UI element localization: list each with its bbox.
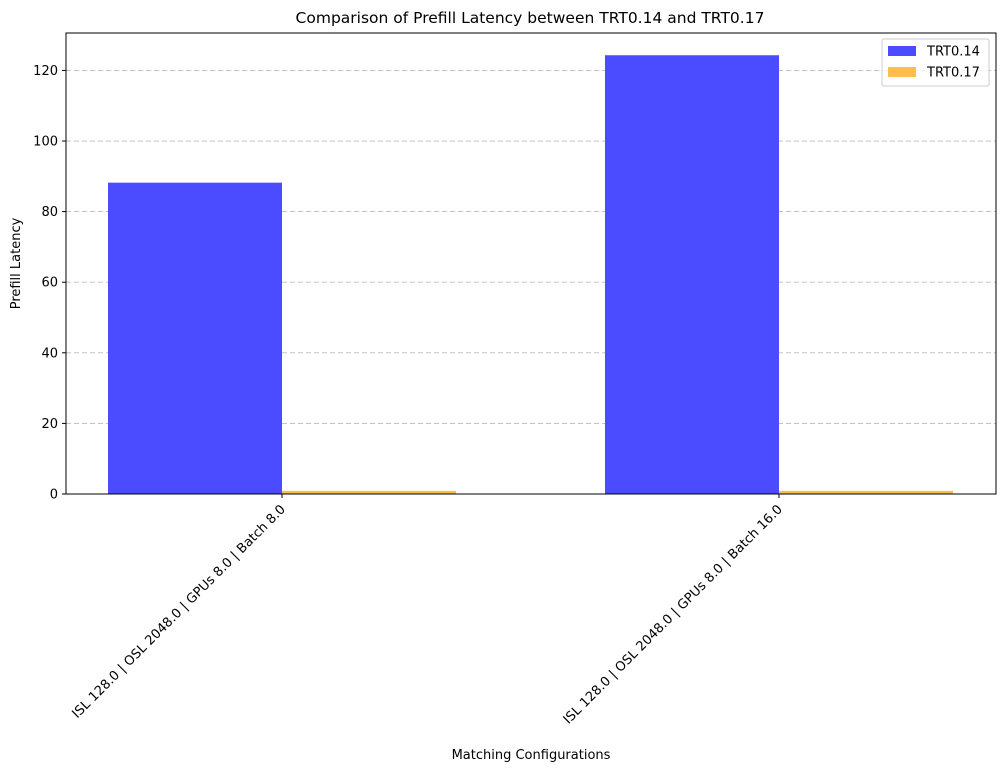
legend: TRT0.14 TRT0.17 <box>881 38 990 87</box>
y-axis-label: Prefill Latency <box>9 217 24 309</box>
legend-swatch-trt017 <box>888 67 916 77</box>
x-tick-label: ISL 128.0 | OSL 2048.0 | GPUs 8.0 | Batc… <box>70 502 289 721</box>
bar-trt017-1 <box>779 490 953 494</box>
bar-trt017-0 <box>282 490 456 494</box>
y-tick-label: 120 <box>33 64 58 79</box>
legend-label-trt017: TRT0.17 <box>926 66 980 81</box>
x-tick-label: ISL 128.0 | OSL 2048.0 | GPUs 8.0 | Batc… <box>561 502 786 727</box>
y-tick-label: 60 <box>41 276 58 291</box>
bar-trt014-0 <box>108 182 282 495</box>
y-tick-label: 80 <box>41 205 58 220</box>
bars <box>108 55 953 495</box>
y-tick-label: 100 <box>33 135 58 150</box>
x-axis-label: Matching Configurations <box>452 748 611 763</box>
x-axis-ticks: ISL 128.0 | OSL 2048.0 | GPUs 8.0 | Batc… <box>70 494 786 727</box>
legend-label-trt014: TRT0.14 <box>926 45 980 60</box>
chart-title: Comparison of Prefill Latency between TR… <box>296 9 765 27</box>
y-axis-ticks: 0 20 40 60 80 100 120 <box>33 64 66 503</box>
y-tick-label: 40 <box>41 346 58 361</box>
plot-frame <box>65 32 997 495</box>
bar-trt014-1 <box>605 55 779 495</box>
y-tick-label: 0 <box>50 488 58 503</box>
y-tick-label: 20 <box>41 417 58 432</box>
legend-swatch-trt014 <box>888 46 916 56</box>
